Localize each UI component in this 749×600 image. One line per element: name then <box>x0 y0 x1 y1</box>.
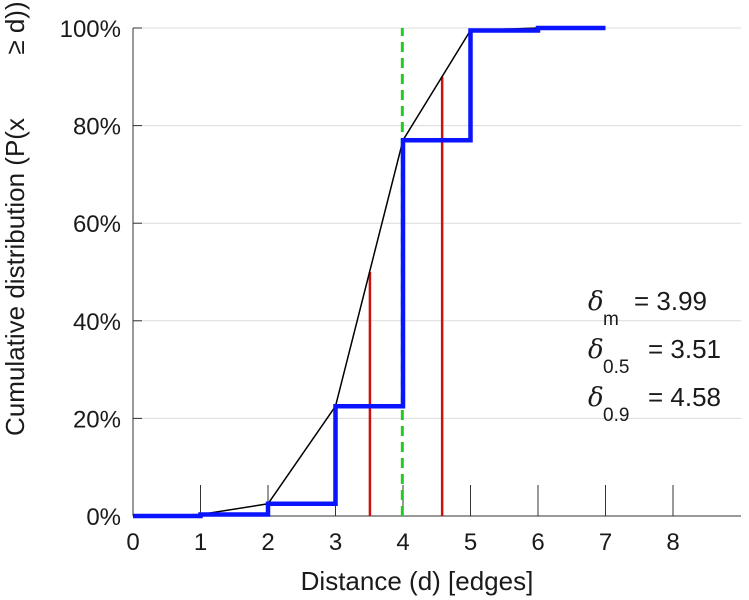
y-tick-label: 60% <box>73 211 121 238</box>
x-tick-label: 0 <box>126 529 139 556</box>
data-layer <box>132 25 606 519</box>
axes-layer <box>132 27 741 517</box>
x-tick-label: 5 <box>464 529 477 556</box>
stat-mean-subscript: m <box>603 309 619 330</box>
x-tick-label: 8 <box>666 529 679 556</box>
y-tick-label: 0% <box>86 504 121 531</box>
x-tick-label: 2 <box>261 529 274 556</box>
y-tick-label: 20% <box>73 406 121 433</box>
y-axis-label-line-1: Cumulative distribution (P(x <box>0 118 30 436</box>
cdf-step-series <box>133 25 606 519</box>
stat-median-subscript: 0.5 <box>603 357 629 378</box>
x-tick-label: 3 <box>329 529 342 556</box>
y-tick-label: 80% <box>73 114 121 141</box>
stat-mean-symbol: δ <box>588 287 604 317</box>
grid-layer <box>133 27 741 419</box>
y-tick-label: 40% <box>73 309 121 336</box>
stat-mean-value: = 3.99 <box>634 286 707 316</box>
x-tick-label: 4 <box>396 529 409 556</box>
stat-p90-symbol: δ <box>588 383 604 413</box>
y-axis-label: Cumulative distribution (P(x ≥ d)) <box>0 1 30 436</box>
stat-p90-subscript: 0.9 <box>603 405 629 426</box>
y-tick-label: 100% <box>60 16 121 43</box>
x-tick-label: 6 <box>531 529 544 556</box>
x-tick-label: 1 <box>194 529 207 556</box>
stat-p90-value: = 4.58 <box>648 382 721 412</box>
stat-p90: δ 0.9 = 4.58 <box>588 382 721 426</box>
stat-median-symbol: δ <box>588 335 604 365</box>
stats-annotation: δ m = 3.99 δ 0.5 = 3.51 δ 0.9 = 4.58 <box>588 286 721 426</box>
x-axis-label: Distance (d) [edges] <box>301 566 534 596</box>
y-axis-label-line-2: ≥ d)) <box>0 1 30 54</box>
stat-median: δ 0.5 = 3.51 <box>588 334 721 378</box>
tick-label-layer: 0% 20% 40% 60% 80% 100% 0 1 2 3 4 5 6 7 8 <box>60 16 680 556</box>
stat-mean: δ m = 3.99 <box>588 286 707 330</box>
stat-median-value: = 3.51 <box>648 334 721 364</box>
x-tick-label: 7 <box>599 529 612 556</box>
